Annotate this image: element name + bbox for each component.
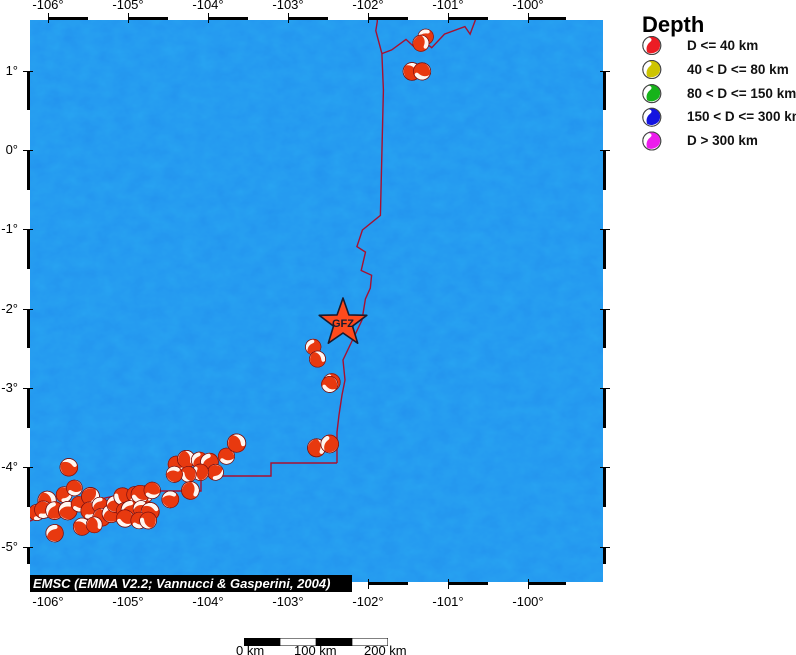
svg-text:40 < D <= 80 km: 40 < D <= 80 km (687, 62, 789, 77)
svg-text:80 < D <= 150 km: 80 < D <= 150 km (687, 86, 796, 101)
svg-text:D > 300 km: D > 300 km (687, 133, 758, 148)
svg-text:D <= 40 km: D <= 40 km (687, 38, 758, 53)
svg-text:150 < D <= 300 km: 150 < D <= 300 km (687, 109, 796, 124)
svg-text:GFZ: GFZ (332, 318, 354, 330)
